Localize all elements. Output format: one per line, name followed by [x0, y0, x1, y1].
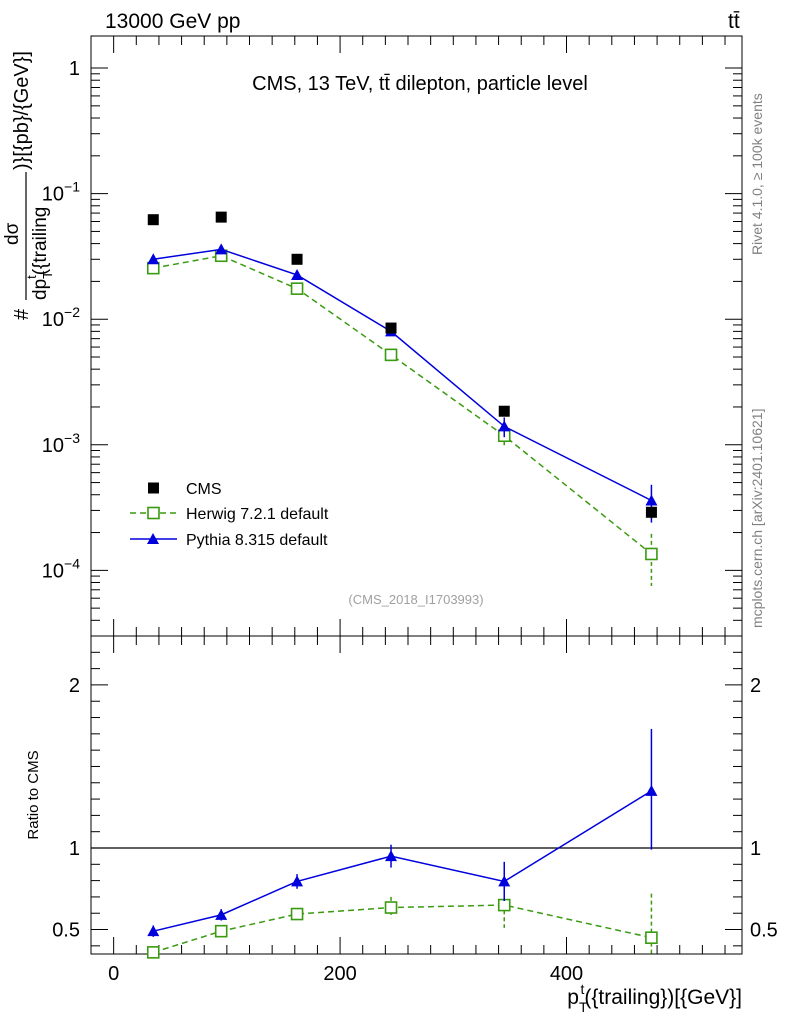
legend-pythia-marker [147, 533, 159, 544]
analysis-reference: (CMS_2018_I1703993) [348, 592, 483, 607]
ratio-pythia-point [645, 784, 658, 796]
pythia-point [147, 253, 160, 265]
header-energy-label: 13000 GeV pp [105, 10, 240, 33]
ratio-herwig-line [153, 904, 652, 954]
ratio-pythia-point [147, 925, 160, 937]
pythia-point [291, 268, 304, 280]
ratio-panel-frame [90, 635, 743, 955]
xlabel-sup: t [581, 981, 585, 997]
herwig-point [645, 547, 658, 561]
main-y-tick-label: 1 [69, 58, 80, 80]
herwig-point [146, 261, 160, 275]
main-y-tick-label: 10−1 [42, 179, 80, 206]
ratio-y-axis-label: Ratio to CMS [25, 750, 42, 839]
main-y-tick-exponent: −2 [64, 304, 80, 320]
ratio-y-tick-label-right: 1 [750, 838, 761, 860]
main-y-tick-base: 10 [42, 435, 64, 457]
ratio-y-tick-label-left: 0.5 [52, 920, 80, 942]
rivet-version-label: Rivet 4.1.0, ≥ 100k events [749, 93, 765, 255]
pythia-point [645, 494, 658, 506]
ratio-herwig-point [290, 907, 304, 921]
main-y-tick-base: 10 [42, 309, 64, 331]
ylabel-prefix: # [11, 308, 33, 320]
ylabel-denominator-sup: t [24, 275, 39, 279]
ratio-pythia-point [498, 875, 511, 887]
xlabel-sub: T [579, 999, 588, 1015]
ratio-herwig-point [497, 898, 511, 912]
legend-label: Herwig 7.2.1 default [186, 506, 329, 523]
ratio-herwig-point [146, 946, 160, 959]
cms-point [291, 253, 303, 265]
ratio-y-tick-label-left: 2 [69, 675, 80, 697]
main-series-group [146, 211, 658, 587]
ylabel-numerator: dσ [2, 222, 23, 245]
x-tick-label: 400 [550, 963, 583, 985]
ratio-herwig-point [214, 924, 228, 938]
main-y-axis-label: # dσ dpTt({trailing )}[{pb}/{GeV}] [2, 51, 55, 320]
ylabel-suffix: )}[{pb}/{GeV}] [11, 51, 33, 170]
legend-herwig-marker [147, 506, 160, 520]
xlabel-tail: ({trailing})[{GeV}] [584, 986, 742, 1009]
legend: CMS Herwig 7.2.1 default Pythia 8.315 defa… [130, 481, 329, 549]
cms-point [498, 405, 510, 417]
legend-label: CMS [186, 481, 222, 498]
pythia-point [215, 243, 228, 255]
cms-point [147, 214, 159, 226]
ratio-tick-marks [91, 636, 742, 954]
ylabel-denominator-sub: T [40, 271, 55, 279]
main-y-tick-label: 10−4 [42, 555, 80, 582]
mcplots-url-label: mcplots.cern.ch [arXiv:2401.10621] [749, 409, 765, 628]
ylabel-denominator: dpTt({trailing [24, 207, 55, 300]
ratio-herwig-point [645, 931, 658, 944]
ratio-pythia-point [385, 850, 398, 862]
ylabel-denominator-tail: ({trailing [30, 207, 51, 276]
cms-point [385, 322, 397, 334]
main-y-tick-base: 1 [69, 58, 80, 80]
main-y-tick-exponent: −3 [64, 430, 80, 446]
pythia-point [498, 420, 511, 432]
main-panel: 10−410−310−210−11 CMS, 13 TeV, tt̄ dilep… [42, 35, 743, 637]
main-y-tick-base: 10 [42, 560, 64, 582]
ratio-series-group [146, 728, 658, 959]
x-tick-label: 200 [323, 963, 356, 985]
ratio-tick-labels: 0.5 0.5 1 1 2 2 0 200 400 [52, 675, 778, 985]
main-tick-labels: 10−410−310−210−11 [42, 58, 80, 582]
x-tick-label: 0 [108, 963, 119, 985]
legend-cms-marker [148, 482, 159, 494]
main-y-tick-base: 10 [42, 184, 64, 206]
ratio-y-tick-label-left: 1 [69, 838, 80, 860]
main-y-tick-exponent: −4 [64, 555, 80, 571]
ratio-herwig-point [384, 901, 398, 914]
herwig-point [290, 282, 304, 295]
x-axis-label: pTt({trailing})[{GeV}] [567, 981, 742, 1015]
ratio-pythia-point [291, 875, 304, 887]
xlabel-base: p [567, 986, 579, 1009]
cms-point [645, 506, 657, 518]
legend-label: Pythia 8.315 default [186, 532, 328, 549]
pythia-line [153, 248, 652, 502]
main-tick-marks [91, 36, 742, 637]
ratio-pythia-line [153, 790, 652, 932]
main-y-tick-label: 10−2 [42, 304, 80, 331]
ratio-pythia-point [215, 908, 228, 920]
main-title: CMS, 13 TeV, tt̄ dilepton, particle leve… [252, 73, 588, 95]
main-y-tick-exponent: −1 [64, 179, 80, 195]
cms-point [215, 211, 227, 223]
ratio-panel: 0.5 0.5 1 1 2 2 0 200 400 [52, 635, 778, 985]
ratio-y-tick-label-right: 0.5 [750, 920, 778, 942]
ylabel-denominator-base: dp [30, 279, 51, 300]
header-process-label: tt̄ [728, 10, 740, 33]
herwig-point [384, 348, 398, 362]
ratio-y-tick-label-right: 2 [750, 675, 761, 697]
main-y-tick-label: 10−3 [42, 430, 80, 457]
